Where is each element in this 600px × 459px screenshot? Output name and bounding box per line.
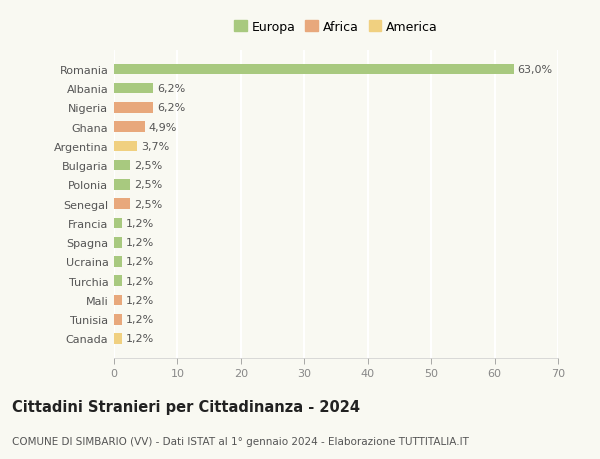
Bar bbox=[114, 84, 154, 94]
Bar bbox=[114, 122, 145, 133]
Bar bbox=[114, 276, 122, 286]
Text: 1,2%: 1,2% bbox=[125, 314, 154, 325]
Bar bbox=[114, 295, 122, 306]
Text: 4,9%: 4,9% bbox=[149, 123, 177, 132]
Bar bbox=[114, 199, 130, 210]
Text: 6,2%: 6,2% bbox=[157, 84, 185, 94]
Bar bbox=[114, 218, 122, 229]
Text: 63,0%: 63,0% bbox=[517, 65, 553, 75]
Bar bbox=[114, 141, 137, 152]
Bar bbox=[114, 64, 514, 75]
Text: 2,5%: 2,5% bbox=[134, 199, 162, 209]
Text: 2,5%: 2,5% bbox=[134, 161, 162, 171]
Text: 3,7%: 3,7% bbox=[141, 142, 170, 151]
Bar bbox=[114, 180, 130, 190]
Legend: Europa, Africa, America: Europa, Africa, America bbox=[230, 17, 442, 37]
Bar bbox=[114, 237, 122, 248]
Bar bbox=[114, 257, 122, 267]
Text: 1,2%: 1,2% bbox=[125, 295, 154, 305]
Text: COMUNE DI SIMBARIO (VV) - Dati ISTAT al 1° gennaio 2024 - Elaborazione TUTTITALI: COMUNE DI SIMBARIO (VV) - Dati ISTAT al … bbox=[12, 436, 469, 446]
Text: 1,2%: 1,2% bbox=[125, 218, 154, 229]
Bar bbox=[114, 314, 122, 325]
Text: 1,2%: 1,2% bbox=[125, 238, 154, 248]
Bar bbox=[114, 334, 122, 344]
Text: Cittadini Stranieri per Cittadinanza - 2024: Cittadini Stranieri per Cittadinanza - 2… bbox=[12, 399, 360, 414]
Text: 1,2%: 1,2% bbox=[125, 334, 154, 344]
Bar bbox=[114, 161, 130, 171]
Text: 1,2%: 1,2% bbox=[125, 257, 154, 267]
Text: 2,5%: 2,5% bbox=[134, 180, 162, 190]
Text: 6,2%: 6,2% bbox=[157, 103, 185, 113]
Bar bbox=[114, 103, 154, 113]
Text: 1,2%: 1,2% bbox=[125, 276, 154, 286]
